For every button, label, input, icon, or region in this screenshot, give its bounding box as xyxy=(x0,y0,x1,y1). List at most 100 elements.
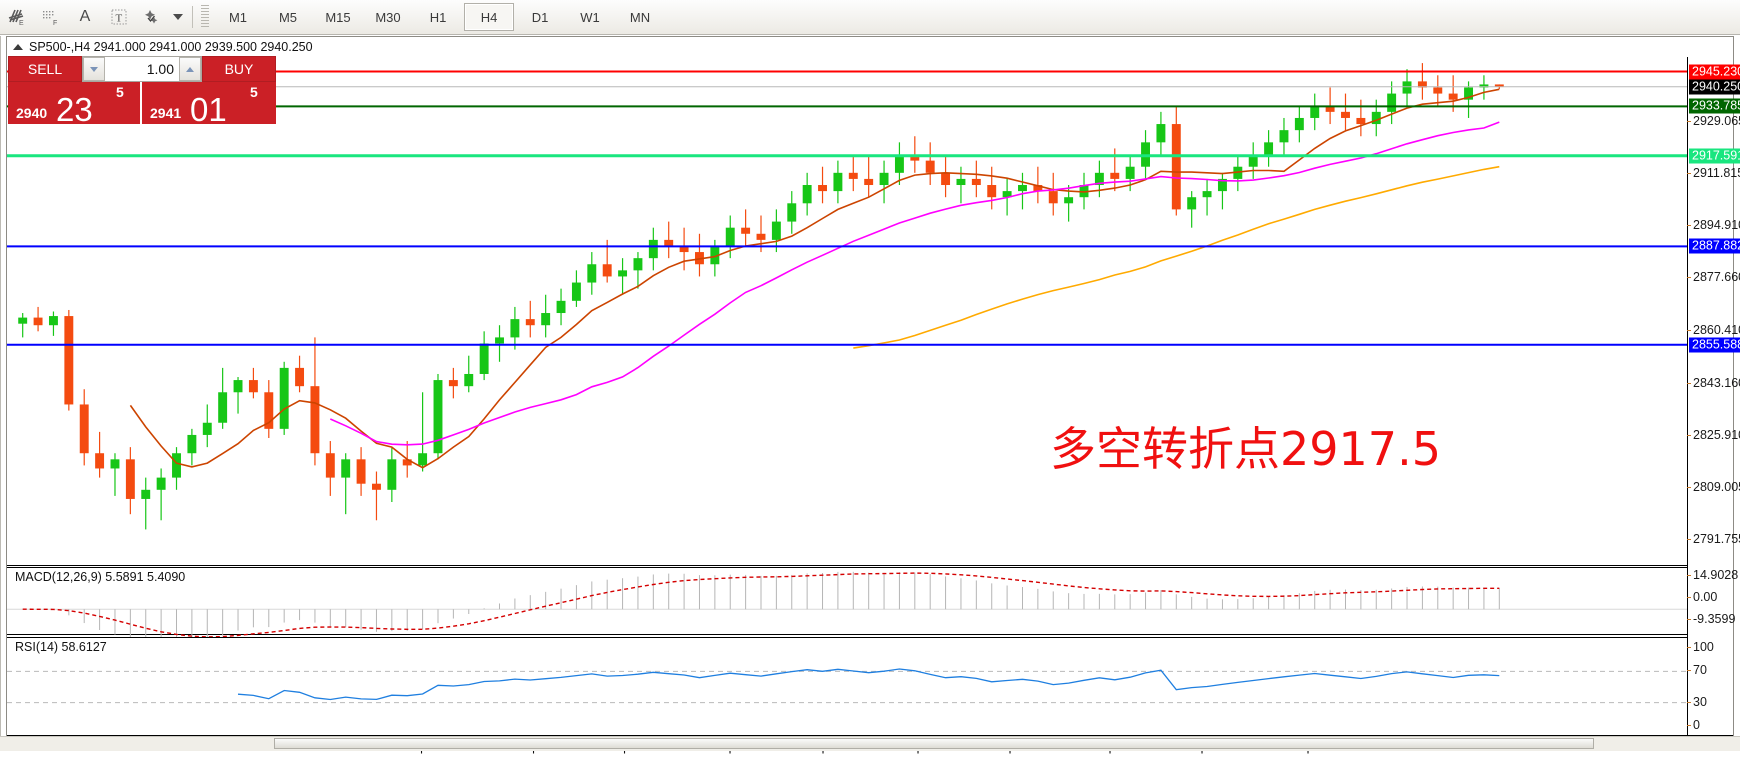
macd-tick-label: -9.3599 xyxy=(1686,612,1735,626)
candle-body xyxy=(879,172,889,186)
buy-button[interactable]: BUY xyxy=(202,56,276,82)
symbol-ohlc-text: SP500-,H4 2941.000 2941.000 2939.500 294… xyxy=(29,40,313,54)
candle-body xyxy=(987,185,997,198)
lot-decrease-button[interactable] xyxy=(83,57,105,81)
candle-body xyxy=(64,316,74,405)
candle-body xyxy=(1018,185,1027,192)
candle-body xyxy=(787,203,797,222)
candle-body xyxy=(202,422,212,435)
sell-button[interactable]: SELL xyxy=(8,56,82,82)
candle-body xyxy=(110,459,120,469)
chart-annotation-text: 多空转折点2917.5 xyxy=(1050,421,1441,476)
candle-body xyxy=(402,459,412,466)
candle-body xyxy=(1217,178,1227,192)
candle-body xyxy=(771,221,781,240)
horizontal-scrollbar[interactable] xyxy=(0,736,1740,751)
candle-body xyxy=(356,459,366,484)
candle-body xyxy=(233,380,243,393)
candle-body xyxy=(894,154,904,173)
candle-body xyxy=(387,459,397,490)
sell-price-cell[interactable]: 2940 23 5 xyxy=(8,82,142,126)
timeframe-w1[interactable]: W1 xyxy=(580,9,600,25)
candle-body xyxy=(1341,111,1350,118)
text-label-icon[interactable]: T xyxy=(102,2,136,32)
candle-body xyxy=(602,264,612,277)
candle-body xyxy=(295,367,305,387)
lot-increase-button[interactable] xyxy=(179,57,201,81)
candle-body xyxy=(325,453,335,478)
timeframe-m15[interactable]: M15 xyxy=(325,9,351,25)
candle-body xyxy=(741,227,751,234)
timeframe-group: M1 M5 M15 M30 H1 H4 D1 W1 MN xyxy=(214,3,664,31)
chart-left-scrollbar[interactable] xyxy=(0,36,1,736)
timeframe-m30[interactable]: M30 xyxy=(375,9,401,25)
candle-body xyxy=(18,317,28,324)
timeframe-h4[interactable]: H4 xyxy=(464,3,514,31)
trade-prices-row: 2940 23 5 2941 01 5 xyxy=(8,82,276,126)
candle-body xyxy=(864,178,874,186)
level-price-label: 2945.230 xyxy=(1689,64,1740,80)
timeframe-m1[interactable]: M1 xyxy=(228,9,248,25)
chevron-down-icon xyxy=(90,66,98,72)
candle-body xyxy=(802,185,812,204)
price-tick-label: 2894.910 xyxy=(1686,218,1740,232)
candle-body xyxy=(218,392,228,423)
svg-text:T: T xyxy=(116,13,123,25)
macd-tick-label: 0.00 xyxy=(1686,590,1717,604)
candle-body xyxy=(172,453,181,478)
toolbar-grip[interactable] xyxy=(201,5,209,29)
candle-body xyxy=(941,172,951,186)
sell-price-fraction: 5 xyxy=(116,84,124,100)
candle-body xyxy=(1033,185,1043,192)
text-icon[interactable]: A xyxy=(79,8,91,25)
svg-text:F: F xyxy=(53,20,57,27)
price-scale[interactable]: 2945.230 2940.250 2933.785 2929.065 2917.591… xyxy=(1686,57,1740,735)
drawings-chevron-down-icon[interactable] xyxy=(170,2,186,32)
scrollbar-thumb[interactable] xyxy=(274,738,1594,749)
candle-body xyxy=(571,282,581,301)
toolbar-divider xyxy=(192,6,193,28)
timeframe-h1[interactable]: H1 xyxy=(429,9,447,25)
candle-body xyxy=(264,392,274,429)
candle-body xyxy=(818,185,827,192)
collapse-caret-icon[interactable] xyxy=(13,44,23,50)
buy-price-cell[interactable]: 2941 01 5 xyxy=(142,82,276,126)
price-chart-svg xyxy=(7,63,1687,530)
candle-body xyxy=(618,270,628,277)
svg-text:E: E xyxy=(19,20,24,27)
ma-slow xyxy=(853,165,1500,349)
macd-pane[interactable]: MACD(12,26,9) 5.5891 5.4090 xyxy=(7,567,1687,646)
objects-icon[interactable]: F xyxy=(34,2,68,32)
price-tick-label: 2929.065 xyxy=(1686,114,1740,128)
indicators-icon[interactable]: E xyxy=(0,2,34,32)
candle-body xyxy=(95,453,105,469)
candle-body xyxy=(525,319,535,326)
candle-body xyxy=(664,239,674,246)
candle-body xyxy=(1494,84,1504,87)
candle-body xyxy=(1125,166,1135,179)
timeframe-mn[interactable]: MN xyxy=(629,9,651,25)
rsi-tick-label: 0 xyxy=(1687,718,1700,732)
price-pane[interactable]: 多空转折点2917.5 xyxy=(7,57,1687,566)
timeframe-m5[interactable]: M5 xyxy=(278,9,298,25)
one-click-trading-panel[interactable]: SELL 1.00 BUY 2940 23 5 2941 01 5 xyxy=(8,56,276,126)
candle-body xyxy=(33,317,43,326)
candle-body xyxy=(248,380,258,393)
rsi-tick-label: 30 xyxy=(1687,695,1707,709)
rsi-chart-svg xyxy=(7,668,1687,704)
lot-size-input[interactable]: 1.00 xyxy=(146,61,174,77)
candle-body xyxy=(556,300,566,314)
drawings-dropdown-icon[interactable] xyxy=(136,2,170,32)
candle-body xyxy=(1402,81,1412,94)
price-tick-label: 2809.005 xyxy=(1686,480,1740,494)
candle-body xyxy=(956,178,966,186)
rsi-pane[interactable]: RSI(14) 58.6127 xyxy=(7,637,1687,735)
timeframe-d1[interactable]: D1 xyxy=(531,9,549,25)
lot-size-stepper[interactable]: 1.00 xyxy=(82,56,202,82)
level-price-label: 2887.882 xyxy=(1689,238,1740,254)
candle-body xyxy=(279,367,289,429)
candle-body xyxy=(1448,93,1458,100)
candle-body xyxy=(448,380,458,387)
candle-body xyxy=(1048,191,1058,204)
candle-body xyxy=(1417,81,1427,88)
